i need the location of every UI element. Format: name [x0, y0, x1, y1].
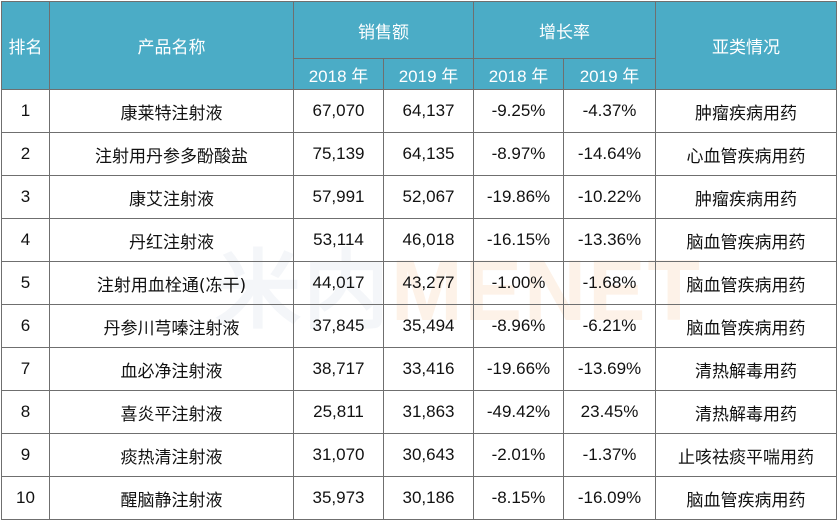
cell-product: 醒脑静注射液 — [49, 476, 294, 520]
header-rank: 排名 — [1, 1, 50, 90]
cell-growth-2018: -19.86% — [473, 175, 564, 219]
cell-category: 心血管疾病用药 — [655, 132, 837, 176]
header-growth-2019: 2019 年 — [563, 58, 656, 90]
cell-rank: 4 — [1, 218, 50, 262]
table-row: 10 醒脑静注射液 35,973 30,186 -8.15% -16.09% 脑… — [1, 476, 837, 520]
cell-product: 血必净注射液 — [49, 347, 294, 391]
header-sales: 销售额 — [293, 1, 474, 59]
cell-sales-2019: 30,643 — [383, 433, 474, 477]
cell-rank: 2 — [1, 132, 50, 176]
cell-sales-2018: 53,114 — [293, 218, 384, 262]
cell-growth-2018: -2.01% — [473, 433, 564, 477]
header-row-1: 排名 产品名称 销售额 增长率 亚类情况 — [1, 1, 837, 90]
cell-growth-2018: -16.15% — [473, 218, 564, 262]
cell-sales-2019: 43,277 — [383, 261, 474, 305]
cell-category: 清热解毒用药 — [655, 390, 837, 434]
header-growth-2018: 2018 年 — [473, 58, 564, 90]
cell-rank: 9 — [1, 433, 50, 477]
cell-rank: 10 — [1, 476, 50, 520]
cell-growth-2019: -14.64% — [563, 132, 656, 176]
cell-rank: 1 — [1, 89, 50, 133]
cell-growth-2019: -10.22% — [563, 175, 656, 219]
cell-sales-2019: 64,137 — [383, 89, 474, 133]
cell-growth-2019: -13.36% — [563, 218, 656, 262]
table-row: 3 康艾注射液 57,991 52,067 -19.86% -10.22% 肿瘤… — [1, 175, 837, 219]
cell-product: 丹参川芎嗪注射液 — [49, 304, 294, 348]
cell-sales-2019: 30,186 — [383, 476, 474, 520]
cell-category: 止咳祛痰平喘用药 — [655, 433, 837, 477]
header-sales-2018: 2018 年 — [293, 58, 384, 90]
cell-category: 肿瘤疾病用药 — [655, 89, 837, 133]
cell-sales-2019: 64,135 — [383, 132, 474, 176]
cell-rank: 7 — [1, 347, 50, 391]
table-row: 8 喜炎平注射液 25,811 31,863 -49.42% 23.45% 清热… — [1, 390, 837, 434]
cell-sales-2018: 44,017 — [293, 261, 384, 305]
cell-growth-2019: -6.21% — [563, 304, 656, 348]
table-row: 5 注射用血栓通(冻干) 44,017 43,277 -1.00% -1.68%… — [1, 261, 837, 305]
cell-rank: 3 — [1, 175, 50, 219]
cell-sales-2018: 35,973 — [293, 476, 384, 520]
cell-product: 喜炎平注射液 — [49, 390, 294, 434]
cell-category: 脑血管疾病用药 — [655, 476, 837, 520]
cell-growth-2018: -19.66% — [473, 347, 564, 391]
cell-category: 肿瘤疾病用药 — [655, 175, 837, 219]
cell-growth-2019: -1.37% — [563, 433, 656, 477]
cell-product: 注射用血栓通(冻干) — [49, 261, 294, 305]
cell-sales-2019: 46,018 — [383, 218, 474, 262]
cell-growth-2019: -1.68% — [563, 261, 656, 305]
cell-growth-2018: -8.96% — [473, 304, 564, 348]
cell-product: 丹红注射液 — [49, 218, 294, 262]
header-category: 亚类情况 — [655, 1, 837, 90]
cell-sales-2019: 52,067 — [383, 175, 474, 219]
cell-sales-2018: 67,070 — [293, 89, 384, 133]
cell-growth-2018: -8.97% — [473, 132, 564, 176]
cell-growth-2019: -16.09% — [563, 476, 656, 520]
cell-category: 脑血管疾病用药 — [655, 261, 837, 305]
cell-growth-2018: -9.25% — [473, 89, 564, 133]
cell-growth-2019: 23.45% — [563, 390, 656, 434]
cell-growth-2018: -49.42% — [473, 390, 564, 434]
cell-category: 清热解毒用药 — [655, 347, 837, 391]
table-row: 4 丹红注射液 53,114 46,018 -16.15% -13.36% 脑血… — [1, 218, 837, 262]
header-sales-2019: 2019 年 — [383, 58, 474, 90]
cell-sales-2018: 57,991 — [293, 175, 384, 219]
cell-product: 注射用丹参多酚酸盐 — [49, 132, 294, 176]
header-product: 产品名称 — [49, 1, 294, 90]
cell-sales-2019: 33,416 — [383, 347, 474, 391]
table-row: 1 康莱特注射液 67,070 64,137 -9.25% -4.37% 肿瘤疾… — [1, 89, 837, 133]
cell-product: 痰热清注射液 — [49, 433, 294, 477]
table-row: 2 注射用丹参多酚酸盐 75,139 64,135 -8.97% -14.64%… — [1, 132, 837, 176]
cell-growth-2018: -8.15% — [473, 476, 564, 520]
cell-sales-2018: 37,845 — [293, 304, 384, 348]
cell-rank: 8 — [1, 390, 50, 434]
cell-sales-2018: 31,070 — [293, 433, 384, 477]
table-row: 6 丹参川芎嗪注射液 37,845 35,494 -8.96% -6.21% 脑… — [1, 304, 837, 348]
cell-rank: 5 — [1, 261, 50, 305]
cell-category: 脑血管疾病用药 — [655, 304, 837, 348]
cell-category: 脑血管疾病用药 — [655, 218, 837, 262]
cell-sales-2019: 31,863 — [383, 390, 474, 434]
cell-growth-2018: -1.00% — [473, 261, 564, 305]
cell-product: 康艾注射液 — [49, 175, 294, 219]
header-row-2: 2018 年 2019 年 2018 年 2019 年 — [2, 58, 837, 90]
table-row: 9 痰热清注射液 31,070 30,643 -2.01% -1.37% 止咳祛… — [1, 433, 837, 477]
cell-growth-2019: -4.37% — [563, 89, 656, 133]
header-growth: 增长率 — [473, 1, 656, 59]
cell-sales-2019: 35,494 — [383, 304, 474, 348]
cell-growth-2019: -13.69% — [563, 347, 656, 391]
cell-sales-2018: 38,717 — [293, 347, 384, 391]
table-row: 7 血必净注射液 38,717 33,416 -19.66% -13.69% 清… — [1, 347, 837, 391]
cell-sales-2018: 75,139 — [293, 132, 384, 176]
cell-sales-2018: 25,811 — [293, 390, 384, 434]
cell-product: 康莱特注射液 — [49, 89, 294, 133]
cell-rank: 6 — [1, 304, 50, 348]
